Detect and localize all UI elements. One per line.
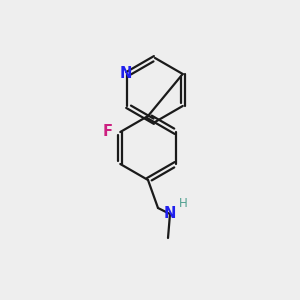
Text: F: F xyxy=(102,124,112,140)
Text: N: N xyxy=(164,206,176,221)
Text: H: H xyxy=(179,197,188,210)
Text: N: N xyxy=(120,67,133,82)
